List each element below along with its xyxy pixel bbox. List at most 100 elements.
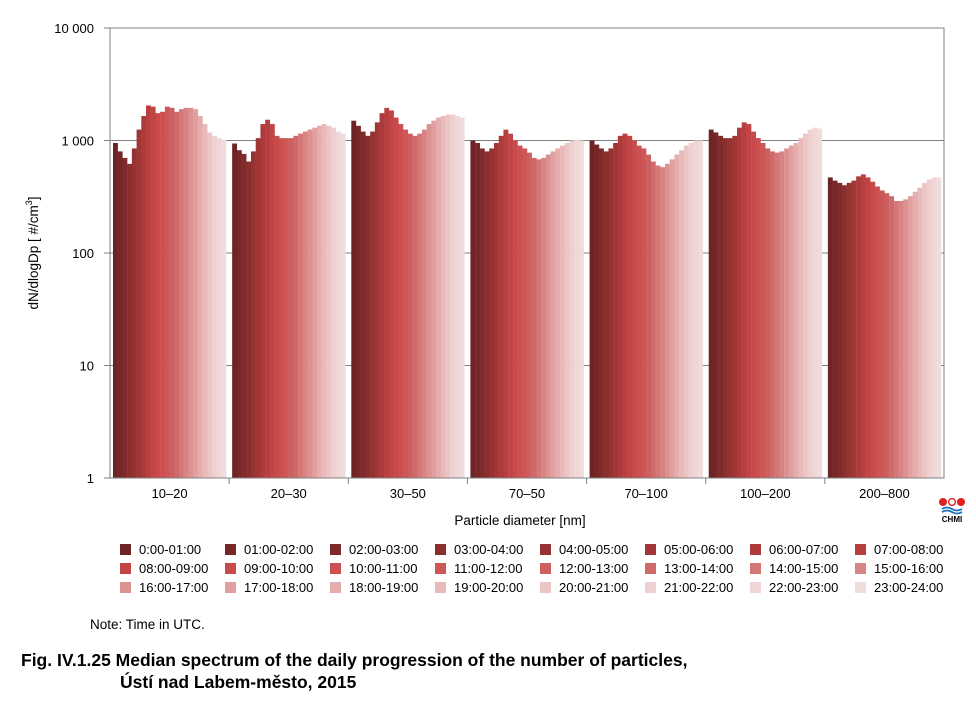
legend-label: 0:00-01:00 [139, 541, 202, 557]
bar [326, 125, 332, 478]
bar [179, 109, 184, 478]
legend-item: 01:00-02:00 [225, 540, 330, 558]
bar [669, 159, 675, 478]
legend-label: 18:00-19:00 [349, 579, 419, 595]
bar [274, 135, 280, 478]
bar [212, 135, 217, 478]
y-axis-title: dN/dlogDp [ #/cm3] [24, 196, 41, 309]
bar [412, 135, 418, 478]
legend-item: 23:00-24:00 [855, 578, 960, 596]
bar [122, 157, 128, 478]
bar [360, 131, 366, 478]
legend-swatch [120, 581, 131, 593]
bar [608, 148, 614, 478]
legend-label: 09:00-10:00 [244, 560, 314, 576]
bar [688, 143, 694, 478]
bar [755, 138, 761, 478]
bar [931, 177, 937, 478]
bar [751, 131, 757, 478]
legend-label: 03:00-04:00 [454, 541, 524, 557]
legend-item: 06:00-07:00 [750, 540, 855, 558]
bar [908, 196, 913, 479]
x-axis: 10–20 20–30 30–50 70–50 70–100 100–200 200–800 [151, 478, 910, 501]
bar [594, 144, 600, 478]
bar [374, 122, 380, 478]
x-tick-label: 20–30 [271, 486, 307, 501]
bar [407, 133, 413, 479]
bar [603, 151, 609, 478]
legend-label: 22:00-23:00 [769, 579, 839, 595]
bar [113, 143, 118, 478]
bar [298, 133, 304, 479]
legend-label: 13:00-14:00 [664, 560, 734, 576]
chmi-logo: CHMI [936, 496, 968, 524]
bar [365, 135, 371, 478]
bar [812, 127, 818, 479]
bar [489, 148, 495, 478]
bar [445, 114, 451, 478]
bar [860, 174, 866, 478]
bar [569, 140, 575, 478]
bar [470, 140, 476, 478]
bar [636, 145, 642, 478]
bar [560, 145, 565, 478]
bar [164, 106, 170, 478]
legend-item: 17:00-18:00 [225, 578, 330, 596]
bars [113, 105, 942, 479]
bar [436, 117, 442, 478]
bar [146, 105, 151, 479]
bar [312, 127, 318, 479]
legend-label: 05:00-06:00 [664, 541, 734, 557]
legend-swatch [435, 562, 446, 574]
legend-swatch [540, 562, 551, 574]
y-tick-label: 10 [80, 359, 94, 374]
legend-swatch [855, 562, 866, 574]
legend-item: 16:00-17:00 [120, 578, 225, 596]
bar [197, 116, 203, 478]
bar [936, 177, 942, 478]
x-tick-label: 10–20 [151, 486, 187, 501]
legend-swatch [645, 543, 656, 555]
bar [246, 161, 252, 479]
bar [617, 135, 623, 478]
bar [760, 143, 766, 478]
bar [889, 196, 895, 479]
legend-swatch [225, 581, 236, 593]
bar [155, 113, 161, 478]
legend-swatch [540, 543, 551, 555]
legend-swatch [120, 562, 131, 574]
bar [832, 180, 838, 479]
bar [737, 127, 742, 479]
legend-item: 11:00-12:00 [435, 559, 540, 577]
legend-swatch [750, 543, 761, 555]
legend-swatch [435, 581, 446, 593]
chmi-logo-icon: CHMI [939, 497, 965, 524]
bar [798, 138, 804, 478]
legend-item: 07:00-08:00 [855, 540, 960, 558]
bar [265, 119, 271, 478]
y-tick-label: 100 [72, 246, 94, 261]
bar [284, 138, 289, 478]
bar [236, 150, 242, 478]
legend-label: 08:00-09:00 [139, 560, 209, 576]
bar [340, 133, 346, 479]
legend-label: 16:00-17:00 [139, 579, 209, 595]
bar [459, 117, 465, 478]
legend-swatch [645, 562, 656, 574]
legend-label: 04:00-05:00 [559, 541, 629, 557]
bar [269, 124, 275, 478]
legend-swatch [750, 581, 761, 593]
legend-swatch [645, 581, 656, 593]
bar [912, 191, 918, 479]
bar [817, 128, 823, 478]
bar [622, 133, 628, 479]
legend-item: 15:00-16:00 [855, 559, 960, 577]
bar [331, 127, 337, 479]
bar [875, 186, 880, 478]
legend-item: 14:00-15:00 [750, 559, 855, 577]
legend-item: 03:00-04:00 [435, 540, 540, 558]
bar [856, 176, 862, 479]
legend-label: 20:00-21:00 [559, 579, 629, 595]
legend-label: 14:00-15:00 [769, 560, 839, 576]
bar [417, 133, 423, 479]
